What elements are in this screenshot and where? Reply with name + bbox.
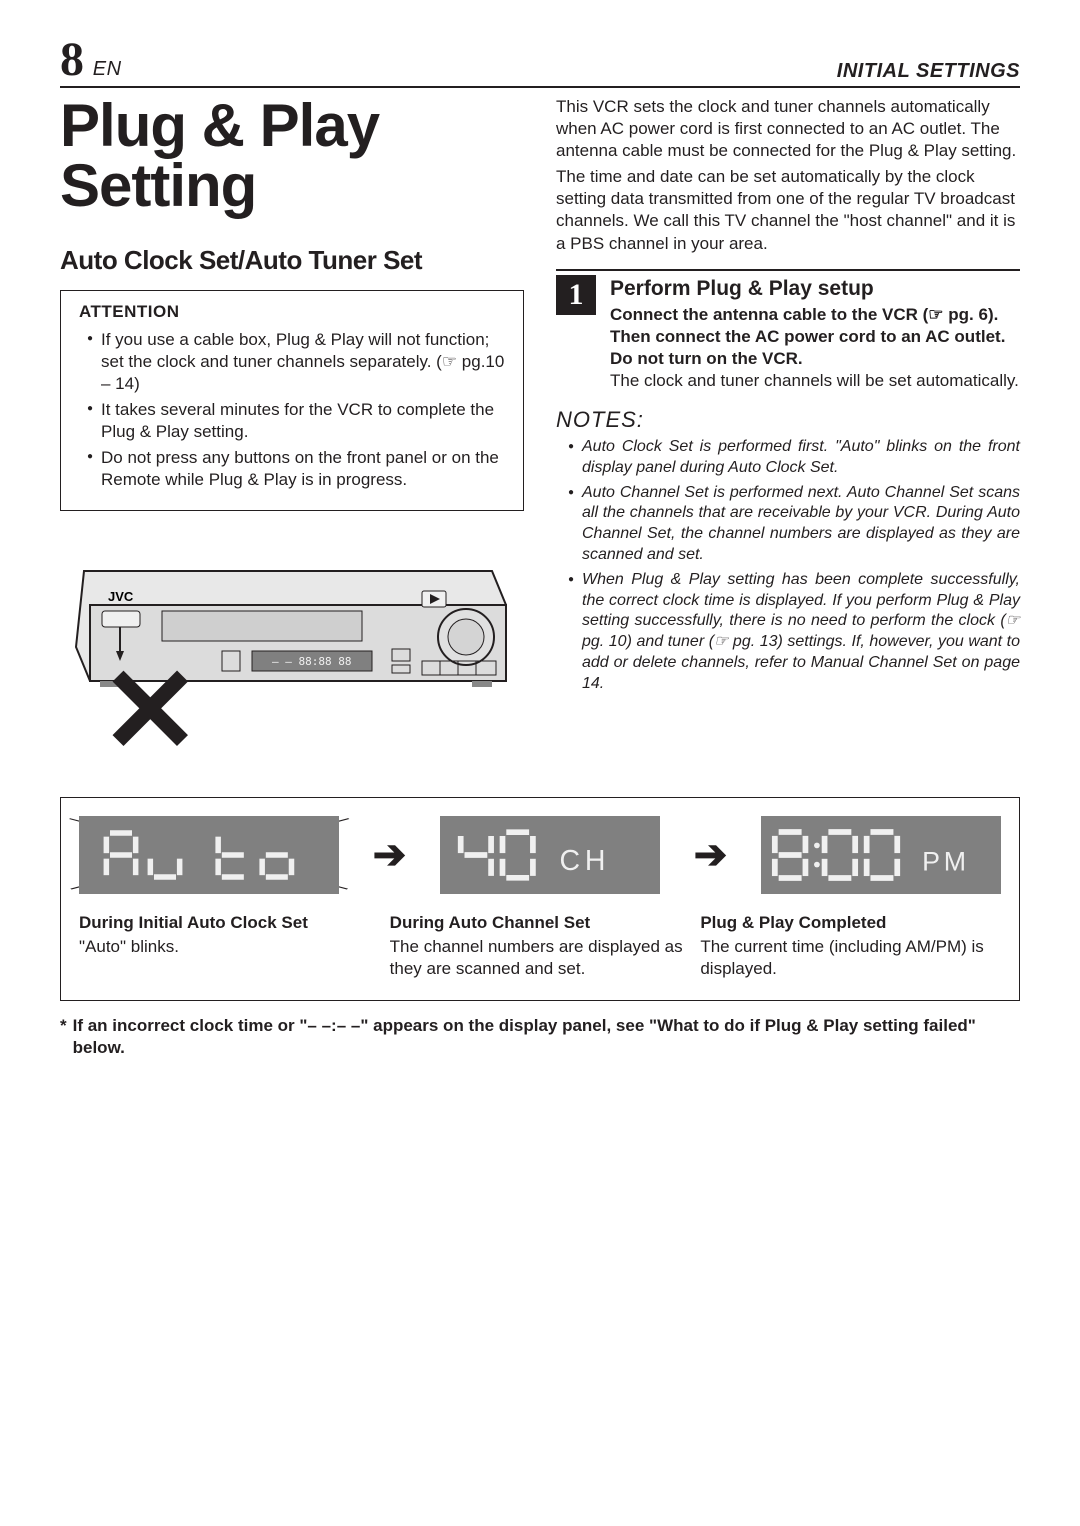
seven-segment-auto-icon	[99, 825, 319, 885]
caption-text: "Auto" blinks.	[79, 936, 380, 958]
main-title: Plug & Play Setting	[60, 96, 524, 216]
intro-paragraph-1: This VCR sets the clock and tuner channe…	[556, 96, 1020, 162]
notes-item: Auto Channel Set is performed next. Auto…	[568, 483, 1020, 566]
step-block: 1 Perform Plug & Play setup Connect the …	[556, 269, 1020, 695]
caption-title: Plug & Play Completed	[700, 912, 1001, 934]
cross-icon: ✕	[100, 651, 201, 771]
caption-text: The current time (including AM/PM) is di…	[700, 936, 1001, 980]
display-panel-time: PM	[761, 816, 1001, 894]
notes-list: Auto Clock Set is performed first. "Auto…	[556, 437, 1020, 695]
arrow-right-icon: ➔	[694, 829, 728, 881]
notes-label: NOTES:	[556, 406, 1020, 435]
notes-item: When Plug & Play setting has been comple…	[568, 570, 1020, 695]
attention-item: It takes several minutes for the VCR to …	[87, 399, 509, 443]
arrow-right-icon: ➔	[373, 829, 407, 881]
step-number: 1	[556, 275, 596, 315]
display-panel-channel: CH	[440, 816, 660, 894]
attention-item: Do not press any buttons on the front pa…	[87, 447, 509, 491]
section-name: INITIAL SETTINGS	[837, 58, 1020, 84]
display-panel-auto	[79, 816, 339, 894]
step-title: Perform Plug & Play setup	[610, 275, 1020, 302]
caption-auto-channel: During Auto Channel Set The channel numb…	[390, 912, 691, 980]
page-number-group: 8 EN	[60, 36, 122, 84]
attention-box: ATTENTION If you use a cable box, Plug &…	[60, 290, 524, 511]
svg-text:PM: PM	[922, 846, 970, 876]
section-heading: Auto Clock Set/Auto Tuner Set	[60, 244, 524, 278]
attention-item: If you use a cable box, Plug & Play will…	[87, 329, 509, 395]
caption-auto-clock: During Initial Auto Clock Set "Auto" bli…	[79, 912, 380, 980]
svg-text:CH: CH	[559, 845, 610, 877]
intro-paragraph-2: The time and date can be set automatical…	[556, 166, 1020, 254]
caption-text: The channel numbers are displayed as the…	[390, 936, 691, 980]
step-plain-text: The clock and tuner channels will be set…	[610, 370, 1020, 392]
caption-title: During Auto Channel Set	[390, 912, 691, 934]
step-bold-text: Connect the antenna cable to the VCR (☞ …	[610, 305, 1005, 368]
page-number: 8	[60, 33, 84, 86]
notes-item: Auto Clock Set is performed first. "Auto…	[568, 437, 1020, 479]
display-sequence-box: ⟍ ⟋ ⟋ ⟍	[60, 797, 1020, 1001]
footnote: * If an incorrect clock time or "– –:– –…	[60, 1015, 1020, 1059]
caption-title: During Initial Auto Clock Set	[79, 912, 380, 934]
page-header: 8 EN INITIAL SETTINGS	[60, 36, 1020, 88]
attention-label: ATTENTION	[79, 301, 509, 323]
vcr-brand-text: JVC	[108, 589, 134, 604]
seven-segment-time-icon: PM	[771, 825, 991, 885]
svg-text:– – 88:88 88: – – 88:88 88	[272, 655, 351, 668]
page-lang-code: EN	[93, 58, 122, 80]
caption-completed: Plug & Play Completed The current time (…	[700, 912, 1001, 980]
seven-segment-40ch-icon: CH	[455, 825, 645, 885]
footnote-text: If an incorrect clock time or "– –:– –" …	[73, 1015, 1020, 1059]
footnote-star: *	[60, 1015, 67, 1059]
vcr-illustration: JVC – – 88:88 88	[60, 561, 524, 761]
attention-list: If you use a cable box, Plug & Play will…	[75, 329, 509, 492]
